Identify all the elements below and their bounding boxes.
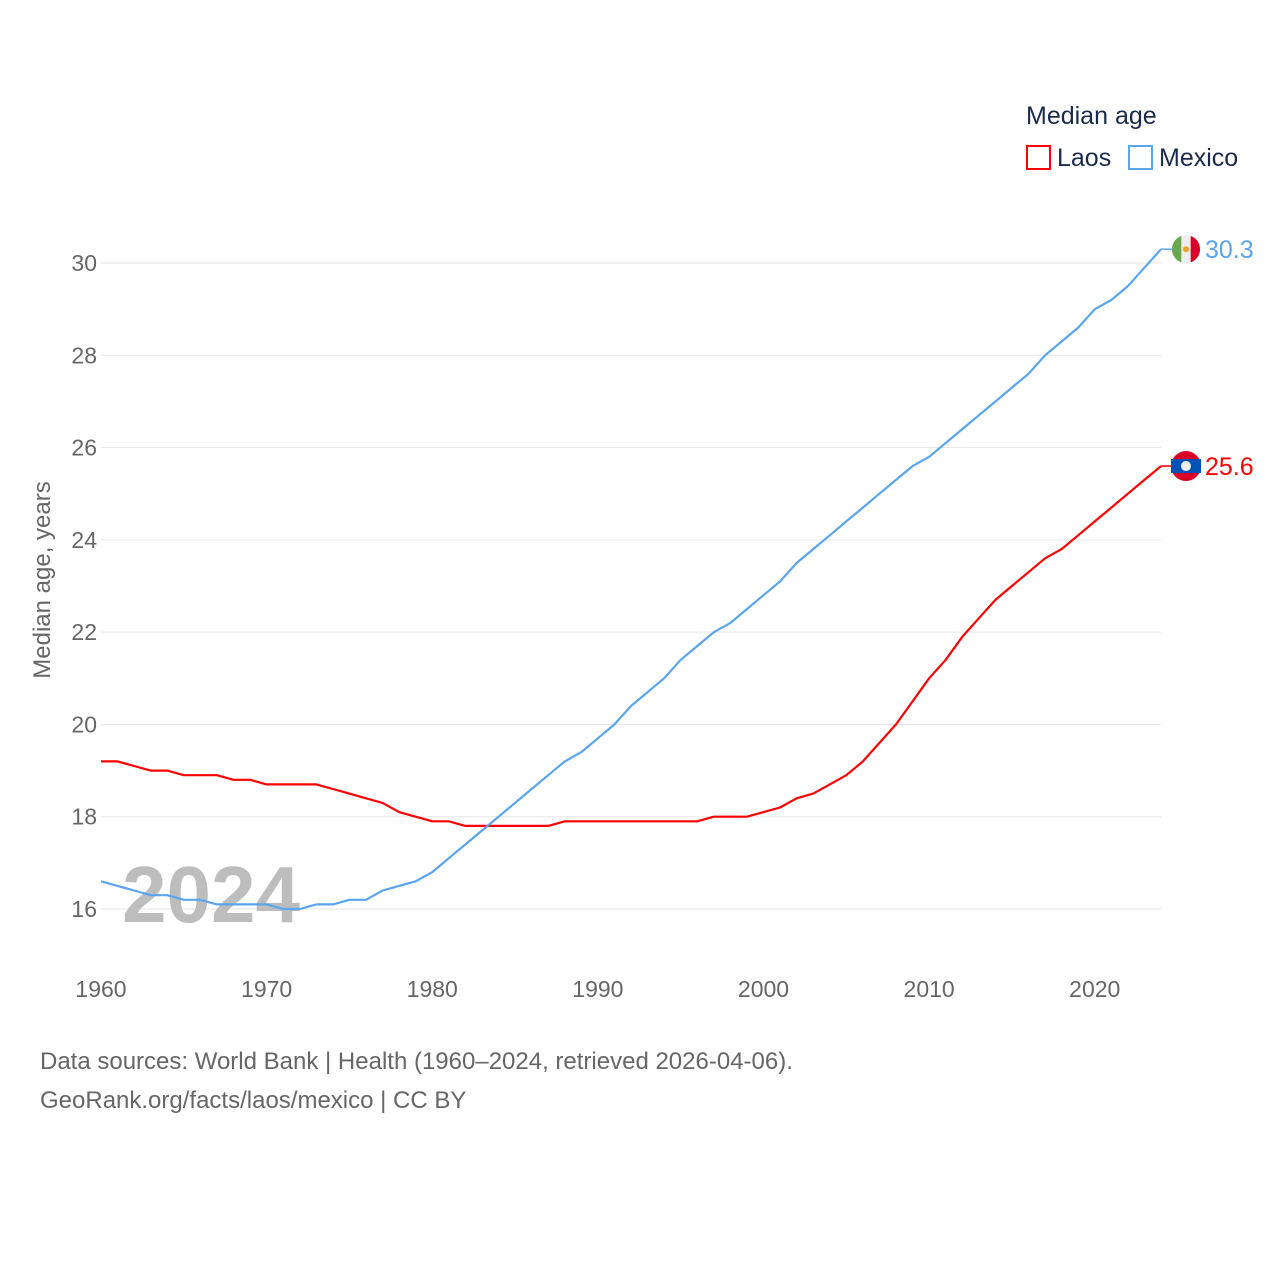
flag-green [1171,235,1182,263]
series-line-mexico [100,248,1162,911]
y-axis: 16 18 20 22 24 26 28 30 [71,250,97,922]
legend-swatch [1026,145,1051,170]
x-tick-label: 1970 [241,976,292,1002]
x-tick-label: 1960 [75,976,126,1002]
footer-sources: Data sources: World Bank | Health (1960–… [40,1048,793,1075]
series-lines [100,248,1162,911]
x-tick-label: 2020 [1069,976,1120,1002]
y-tick-label: 30 [71,250,97,276]
legend[interactable]: Laos Mexico [1026,144,1238,172]
x-tick-label: 2010 [904,976,955,1002]
legend-swatch [1128,145,1153,170]
y-tick-label: 24 [71,527,97,553]
x-tick-label: 1990 [572,976,623,1002]
flag-disc [1181,461,1191,472]
y-tick-label: 26 [71,435,97,461]
y-tick-label: 18 [71,804,97,830]
laos-flag-icon [1171,451,1201,482]
series-line-laos [101,465,1162,828]
flag-emblem [1183,246,1189,253]
end-value-label: 30.3 [1205,236,1254,264]
grid [101,262,1161,910]
legend-label: Mexico [1159,144,1238,172]
y-tick-label: 16 [71,896,97,922]
end-value-label: 25.6 [1205,453,1254,481]
end-labels: 25.6 30.3 [1161,235,1254,482]
legend-label: Laos [1057,144,1111,172]
x-axis: 1960 1970 1980 1990 2000 2010 2020 [75,976,1120,1002]
footer-link[interactable]: GeoRank.org/facts/laos/mexico | CC BY [40,1087,466,1114]
mexico-flag-icon [1171,235,1201,264]
flag-red [1190,235,1201,263]
x-tick-label: 1980 [407,976,458,1002]
y-tick-label: 22 [71,619,97,645]
y-tick-label: 20 [71,711,97,737]
legend-item-laos[interactable]: Laos [1026,144,1111,172]
legend-item-mexico[interactable]: Mexico [1128,144,1238,172]
legend-title: Median age [1026,102,1157,130]
y-tick-label: 28 [71,342,97,368]
x-tick-label: 2000 [738,976,789,1002]
y-axis-label: Median age, years [29,481,56,678]
